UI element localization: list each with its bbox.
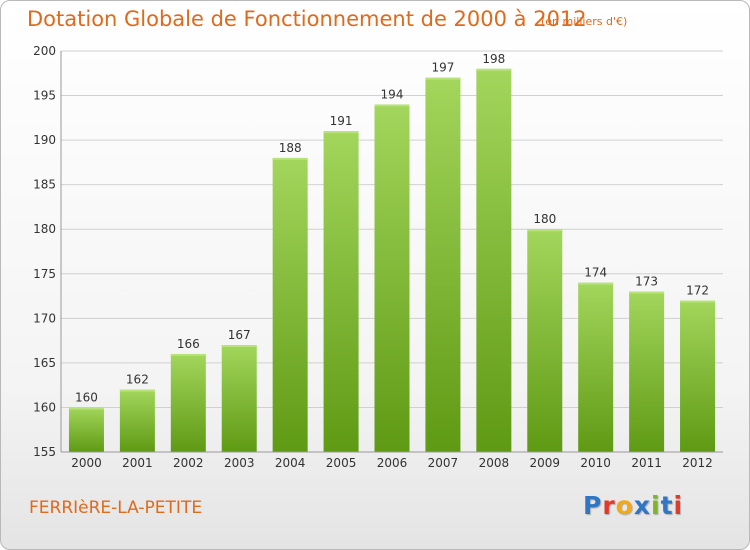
x-tick-label: 2010 bbox=[580, 456, 611, 470]
data-label: 174 bbox=[584, 266, 607, 280]
logo-letter: i bbox=[673, 491, 684, 520]
bar-2005[interactable] bbox=[323, 131, 359, 452]
bar-2011[interactable] bbox=[629, 291, 665, 452]
bar-2004[interactable] bbox=[272, 157, 308, 452]
bar-highlight bbox=[374, 104, 410, 107]
x-tick-label: 2006 bbox=[377, 456, 408, 470]
bar-highlight bbox=[272, 157, 308, 160]
data-label: 191 bbox=[330, 114, 353, 128]
y-tick-label: 185 bbox=[33, 178, 56, 192]
chart-title: Dotation Globale de Fonctionnement de 20… bbox=[27, 7, 587, 31]
bar-2008[interactable] bbox=[476, 68, 512, 453]
bar-highlight bbox=[425, 77, 461, 80]
chart-subtitle: (en milliers d'€) bbox=[541, 15, 628, 28]
y-tick-label: 160 bbox=[33, 400, 56, 414]
y-tick-label: 200 bbox=[33, 44, 56, 58]
y-tick-label: 170 bbox=[33, 311, 56, 325]
logo-letter: P bbox=[583, 491, 603, 520]
logo-letter: t bbox=[660, 491, 674, 520]
x-tick-label: 2007 bbox=[428, 456, 459, 470]
data-label: 166 bbox=[177, 337, 200, 351]
data-label: 194 bbox=[381, 87, 404, 101]
bar-2007[interactable] bbox=[425, 77, 461, 452]
bar-2001[interactable] bbox=[119, 389, 155, 452]
bar-highlight bbox=[221, 345, 257, 348]
bar-highlight bbox=[323, 131, 359, 134]
data-label: 173 bbox=[635, 275, 658, 289]
bar-2012[interactable] bbox=[680, 300, 716, 452]
logo-letter: x bbox=[633, 491, 651, 520]
y-tick-label: 175 bbox=[33, 267, 56, 281]
x-tick-label: 2003 bbox=[224, 456, 255, 470]
bar-highlight bbox=[578, 282, 614, 285]
data-label: 172 bbox=[686, 284, 709, 298]
data-label: 197 bbox=[431, 61, 454, 75]
data-label: 162 bbox=[126, 373, 149, 387]
x-tick-label: 2011 bbox=[631, 456, 662, 470]
bar-2000[interactable] bbox=[68, 407, 104, 452]
data-label: 198 bbox=[482, 52, 505, 66]
x-tick-label: 2008 bbox=[479, 456, 510, 470]
bar-2003[interactable] bbox=[221, 345, 257, 452]
bar-2010[interactable] bbox=[578, 282, 614, 452]
bar-2009[interactable] bbox=[527, 229, 563, 452]
x-tick-label: 2005 bbox=[326, 456, 357, 470]
y-tick-label: 195 bbox=[33, 89, 56, 103]
x-tick-label: 2009 bbox=[529, 456, 560, 470]
bar-2002[interactable] bbox=[170, 353, 206, 452]
data-label: 180 bbox=[533, 212, 556, 226]
y-tick-label: 165 bbox=[33, 356, 56, 370]
x-tick-label: 2000 bbox=[71, 456, 102, 470]
bar-highlight bbox=[629, 291, 665, 294]
bar-highlight bbox=[68, 407, 104, 410]
bar-highlight bbox=[170, 353, 206, 356]
x-tick-label: 2002 bbox=[173, 456, 204, 470]
bar-highlight bbox=[119, 389, 155, 392]
commune-name: FERRIèRE-LA-PETITE bbox=[29, 498, 203, 518]
y-tick-label: 155 bbox=[33, 445, 56, 459]
bar-highlight bbox=[680, 300, 716, 303]
bar-2006[interactable] bbox=[374, 104, 410, 452]
proxiti-logo[interactable]: Proxiti bbox=[583, 491, 683, 520]
bar-highlight bbox=[476, 68, 512, 71]
x-tick-label: 2001 bbox=[122, 456, 153, 470]
y-tick-label: 180 bbox=[33, 222, 56, 236]
data-label: 160 bbox=[75, 390, 98, 404]
bar-highlight bbox=[527, 229, 563, 232]
logo-letter: i bbox=[651, 491, 661, 520]
x-tick-label: 2012 bbox=[682, 456, 713, 470]
data-label: 188 bbox=[279, 141, 302, 155]
logo-letter: r bbox=[602, 491, 616, 520]
data-label: 167 bbox=[228, 328, 251, 342]
y-tick-label: 190 bbox=[33, 133, 56, 147]
logo-letter: o bbox=[615, 491, 634, 520]
x-tick-label: 2004 bbox=[275, 456, 306, 470]
